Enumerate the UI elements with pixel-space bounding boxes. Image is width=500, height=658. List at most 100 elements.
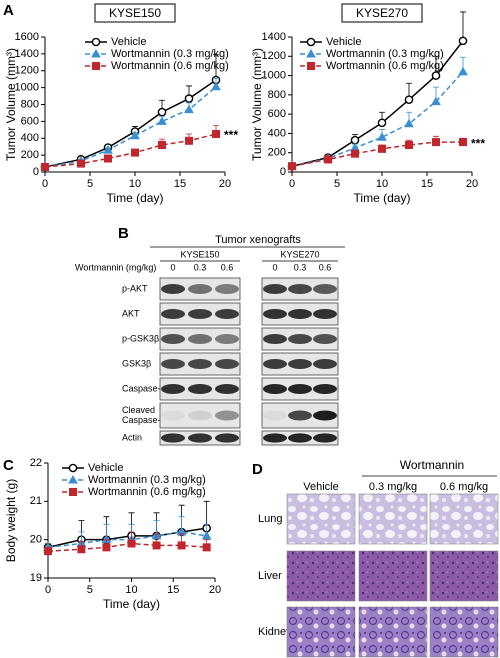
data-point [77, 545, 86, 554]
legend-label: Vehicle [326, 36, 361, 48]
y-tick-label: 200 [21, 149, 39, 161]
data-point [432, 138, 440, 147]
data-point [184, 94, 194, 103]
row-label: Caspase-3 [122, 415, 166, 425]
band [313, 433, 337, 443]
legend-label: Wortmannin (0.6 mg/kg) [111, 60, 229, 72]
data-point [127, 539, 136, 548]
chart-title: KYSE270 [356, 6, 408, 20]
legend-marker [69, 488, 77, 496]
x-tick-label: 10 [125, 584, 137, 596]
row-label: Lung [258, 513, 282, 525]
legend-marker [68, 463, 78, 473]
data-point [431, 71, 441, 80]
band [263, 284, 287, 294]
band [161, 410, 185, 421]
band [188, 410, 212, 421]
panel-label: C [3, 457, 14, 474]
band [263, 359, 287, 369]
data-point [157, 116, 167, 125]
legend-marker [306, 37, 316, 47]
row-label: Liver [258, 570, 282, 582]
legend-marker [68, 474, 78, 484]
y-tick-label: 200 [268, 147, 286, 159]
x-tick-label: 15 [174, 178, 186, 190]
micrograph [429, 493, 499, 545]
band [188, 384, 212, 394]
dose: 0.6 [221, 262, 234, 272]
x-tick-label: 0 [42, 178, 48, 190]
band [161, 284, 185, 294]
y-tick-label: 600 [21, 115, 39, 127]
dose: 0 [170, 262, 175, 272]
data-point [201, 530, 212, 540]
blot-frame [159, 402, 241, 429]
band [215, 384, 239, 394]
band [188, 284, 212, 294]
band [263, 384, 287, 394]
x-tick-label: 5 [87, 584, 93, 596]
data-point [184, 104, 194, 114]
y-tick-label: 800 [21, 98, 39, 110]
band [215, 334, 239, 344]
x-tick-label: 0 [45, 584, 51, 596]
data-point [104, 154, 112, 163]
legend-label: Vehicle [111, 36, 146, 48]
panel-label: D [252, 461, 263, 478]
band [263, 334, 287, 344]
data-point [41, 162, 49, 171]
micrograph [286, 606, 356, 658]
micrograph [358, 606, 428, 658]
band [215, 410, 239, 421]
band [313, 359, 337, 369]
title-box [94, 3, 176, 23]
y-tick-label: 0 [280, 166, 286, 178]
data-point [404, 118, 414, 128]
y-tick-label: 1000 [262, 69, 286, 81]
data-point [211, 81, 221, 91]
data-point [157, 107, 167, 117]
x-tick-label: 20 [219, 178, 231, 190]
y-tick-label: 800 [268, 89, 286, 101]
legend-label: Wortmannin (0.3 mg/kg) [88, 474, 206, 486]
data-point [131, 148, 139, 157]
legend-label: Wortmannin (0.6 mg/kg) [88, 486, 206, 498]
x-tick-label: 15 [167, 584, 179, 596]
y-tick-label: 600 [268, 108, 286, 120]
treatment-label: Wortmannin [400, 458, 464, 472]
data-point [152, 541, 161, 550]
data-point [158, 141, 166, 149]
band [188, 334, 212, 344]
micrograph [286, 493, 356, 545]
band [288, 334, 312, 344]
panel-label: B [118, 225, 129, 242]
data-point [404, 95, 414, 104]
column-label: 0.3 mg/kg [369, 481, 417, 493]
blot-header: Tumor xenografts [215, 234, 301, 246]
micrograph [358, 493, 428, 545]
annotation: *** [224, 128, 238, 142]
micrograph [286, 550, 356, 602]
row-label: p-GSK3β [122, 333, 159, 343]
dose: 0.6 [319, 262, 332, 272]
column-label: 0.6 mg/kg [440, 481, 488, 493]
dose-label: Wortmannin (mg/kg) [75, 262, 156, 272]
micrograph [358, 550, 428, 602]
y-axis-label: Tumor Volume (mm³) [250, 48, 264, 161]
data-point [185, 136, 193, 145]
data-point [378, 144, 386, 153]
x-axis-label: Time (day) [107, 191, 164, 205]
x-tick-label: 15 [421, 178, 433, 190]
error-bar [460, 11, 466, 41]
band [263, 433, 287, 443]
legend-label: Wortmannin (0.6 mg/kg) [326, 60, 444, 72]
annotation: *** [471, 136, 485, 150]
row-label: Caspase-3 [122, 383, 166, 393]
data-point [351, 149, 359, 158]
x-tick-label: 5 [87, 178, 93, 190]
band [288, 410, 312, 421]
group-label: KYSE270 [280, 249, 319, 259]
band [161, 334, 185, 344]
band [288, 359, 312, 369]
data-point [459, 138, 467, 147]
